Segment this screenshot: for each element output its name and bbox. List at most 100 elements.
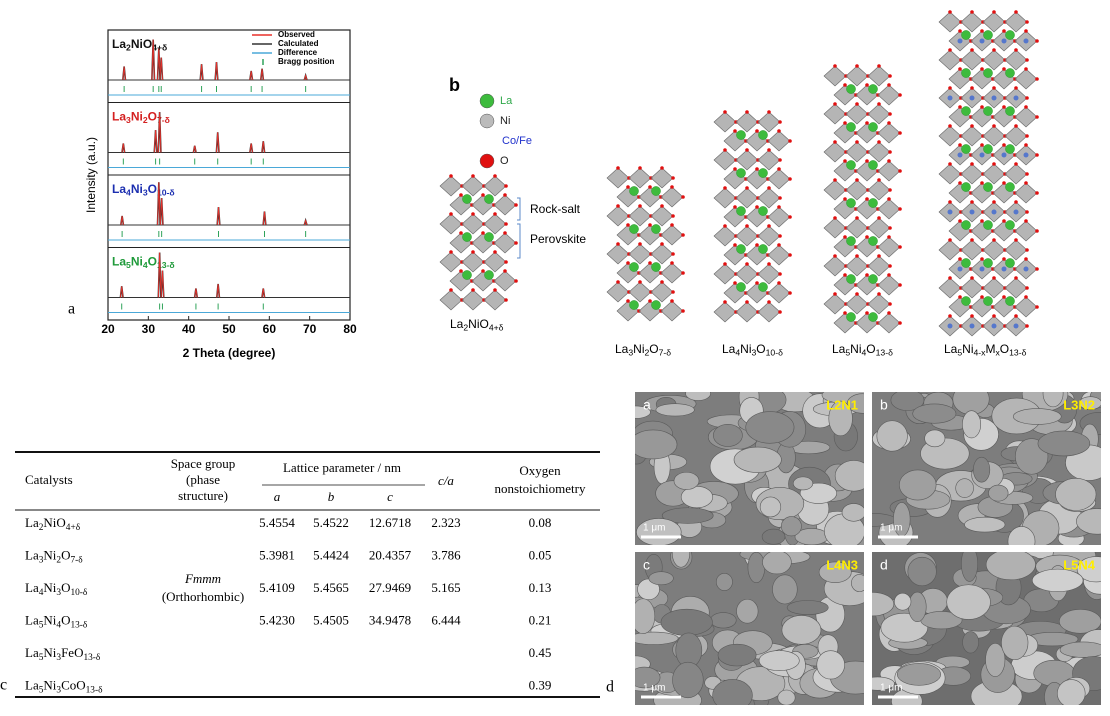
formula-part: Ni (962, 342, 973, 356)
octahedron (767, 244, 791, 266)
atom (1002, 181, 1006, 185)
subscript: 4 (143, 260, 148, 270)
atom (629, 262, 639, 272)
atom (616, 204, 620, 208)
octahedron (606, 167, 630, 189)
atom (983, 144, 993, 154)
atom (1035, 267, 1039, 271)
atom (846, 84, 856, 94)
atom (777, 129, 781, 133)
grain (1001, 625, 1029, 661)
subscript: 3 (628, 348, 633, 358)
atom (1025, 324, 1029, 328)
grain (759, 496, 782, 518)
formula-part: La (25, 612, 39, 627)
grain (896, 663, 941, 686)
observed-peak (260, 68, 264, 81)
atom (681, 233, 685, 237)
octahedron (628, 281, 652, 303)
atom (961, 258, 971, 268)
octahedron (660, 300, 684, 322)
atom (449, 288, 453, 292)
formula-part: La (450, 317, 464, 331)
atom (877, 254, 881, 258)
atom (855, 178, 859, 182)
grain (908, 591, 927, 622)
atom (1035, 77, 1039, 81)
grain (1037, 430, 1091, 457)
octahedron (960, 163, 984, 185)
atom (1014, 238, 1018, 242)
octahedron (982, 11, 1006, 33)
atom (833, 140, 837, 144)
atom (887, 121, 891, 125)
formula-part: O (756, 342, 765, 356)
atom (991, 95, 997, 101)
atom (1002, 105, 1006, 109)
atom (758, 244, 768, 254)
grain (1078, 396, 1101, 410)
atom (991, 323, 997, 329)
formula-part: O (61, 612, 70, 627)
atom (1024, 143, 1028, 147)
octahedron (845, 103, 869, 125)
grain (672, 661, 704, 699)
atom (1002, 29, 1006, 33)
atom (733, 205, 737, 209)
grain (1059, 641, 1101, 658)
grain (772, 574, 798, 605)
grain (841, 503, 864, 522)
octahedron (823, 141, 847, 163)
panel-label: b (449, 75, 460, 95)
subscript: 4 (862, 348, 867, 358)
subscript: 3 (126, 115, 131, 125)
layer-label: Perovskite (530, 232, 586, 246)
subscript: 2 (645, 348, 650, 358)
atom-swatch (479, 93, 495, 109)
atom (868, 312, 878, 322)
atom (868, 160, 878, 170)
atom (855, 254, 859, 258)
atom (484, 194, 494, 204)
octahedron (845, 255, 869, 277)
atom (777, 205, 781, 209)
octahedron (735, 111, 759, 133)
atom (681, 271, 685, 275)
octahedron (606, 243, 630, 265)
grain (851, 574, 864, 592)
atom (846, 160, 856, 170)
grain (685, 392, 711, 401)
atom (833, 178, 837, 182)
atom (843, 121, 847, 125)
atom (961, 220, 971, 230)
atom (1014, 314, 1018, 318)
grain (876, 420, 908, 452)
table-cell: 0.05 (529, 547, 552, 562)
atom (888, 264, 892, 268)
atom (493, 250, 497, 254)
atom (957, 38, 963, 44)
sample-code: L5N4 (1063, 557, 1096, 572)
octahedron (767, 130, 791, 152)
octahedron (483, 213, 507, 235)
atom (961, 68, 971, 78)
atom (733, 281, 737, 285)
atom-swatch (479, 113, 495, 129)
atom (948, 124, 952, 128)
atom (958, 143, 962, 147)
octahedron (767, 282, 791, 304)
atom (660, 166, 664, 170)
atom (958, 181, 962, 185)
atom (767, 300, 771, 304)
atom (503, 269, 507, 273)
atom (723, 186, 727, 190)
atom (745, 186, 749, 190)
octahedron (823, 217, 847, 239)
atom (1024, 29, 1028, 33)
octahedron (713, 263, 737, 285)
grain (828, 400, 853, 437)
octahedron (735, 225, 759, 247)
scale-label: 1 μm (643, 523, 665, 534)
octahedron (982, 125, 1006, 147)
formula: La3Ni2O7-δ (25, 547, 83, 565)
